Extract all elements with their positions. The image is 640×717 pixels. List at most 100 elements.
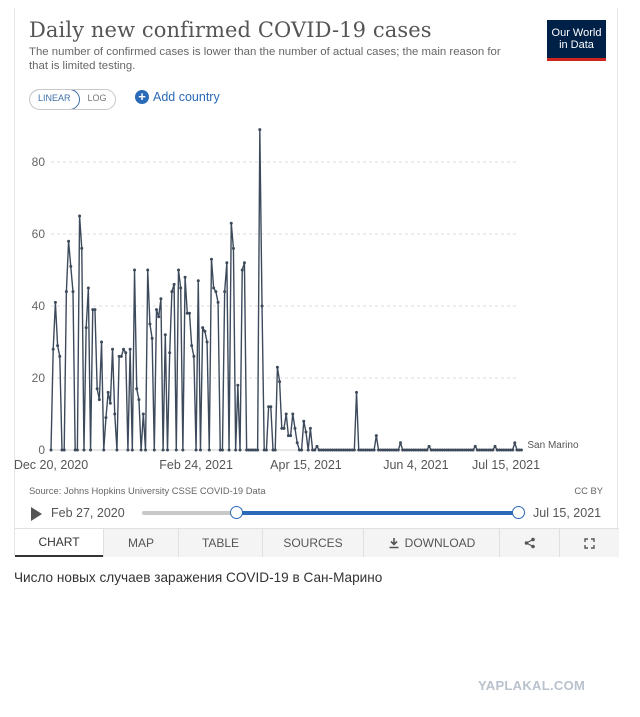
- data-point[interactable]: [89, 448, 93, 452]
- data-point[interactable]: [372, 448, 376, 452]
- data-point[interactable]: [388, 448, 392, 452]
- data-point[interactable]: [300, 448, 304, 452]
- data-point[interactable]: [144, 448, 148, 452]
- data-point[interactable]: [379, 448, 383, 452]
- data-point[interactable]: [506, 448, 510, 452]
- linear-scale-button[interactable]: LINEAR: [29, 90, 80, 109]
- data-point[interactable]: [170, 290, 174, 294]
- data-point[interactable]: [155, 308, 159, 312]
- data-point[interactable]: [451, 448, 455, 452]
- data-point[interactable]: [64, 290, 68, 294]
- data-point[interactable]: [313, 448, 317, 452]
- data-point[interactable]: [370, 448, 374, 452]
- data-point[interactable]: [49, 448, 53, 452]
- data-point[interactable]: [51, 347, 55, 351]
- data-point[interactable]: [469, 448, 473, 452]
- data-point[interactable]: [322, 448, 326, 452]
- data-point[interactable]: [75, 448, 79, 452]
- data-point[interactable]: [381, 448, 385, 452]
- data-point[interactable]: [106, 390, 110, 394]
- data-point[interactable]: [282, 426, 286, 430]
- data-point[interactable]: [286, 434, 290, 438]
- data-point[interactable]: [423, 448, 427, 452]
- data-point[interactable]: [511, 448, 515, 452]
- data-point[interactable]: [126, 448, 130, 452]
- data-point[interactable]: [247, 448, 251, 452]
- data-point[interactable]: [262, 448, 266, 452]
- data-point[interactable]: [374, 434, 378, 438]
- data-point[interactable]: [416, 448, 420, 452]
- data-point[interactable]: [229, 221, 233, 225]
- data-point[interactable]: [491, 448, 495, 452]
- data-point[interactable]: [480, 448, 484, 452]
- data-point[interactable]: [425, 448, 429, 452]
- data-point[interactable]: [172, 282, 176, 286]
- data-point[interactable]: [141, 412, 145, 416]
- data-point[interactable]: [407, 448, 411, 452]
- data-point[interactable]: [190, 344, 194, 348]
- data-point[interactable]: [269, 405, 273, 409]
- data-point[interactable]: [515, 448, 519, 452]
- data-point[interactable]: [449, 448, 453, 452]
- data-point[interactable]: [436, 448, 440, 452]
- data-point[interactable]: [442, 448, 446, 452]
- data-point[interactable]: [297, 448, 301, 452]
- data-point[interactable]: [335, 448, 339, 452]
- data-point[interactable]: [196, 279, 200, 283]
- data-point[interactable]: [291, 412, 295, 416]
- data-point[interactable]: [218, 448, 222, 452]
- data-point[interactable]: [344, 448, 348, 452]
- data-point[interactable]: [440, 448, 444, 452]
- data-point[interactable]: [93, 308, 97, 312]
- data-point[interactable]: [513, 441, 517, 445]
- data-point[interactable]: [152, 448, 156, 452]
- data-point[interactable]: [192, 354, 196, 358]
- data-point[interactable]: [207, 448, 211, 452]
- data-point[interactable]: [67, 239, 71, 243]
- data-point[interactable]: [403, 448, 407, 452]
- data-point[interactable]: [220, 448, 224, 452]
- data-point[interactable]: [69, 264, 73, 268]
- data-point[interactable]: [447, 448, 451, 452]
- data-point[interactable]: [302, 419, 306, 423]
- data-point[interactable]: [212, 286, 216, 290]
- data-point[interactable]: [460, 448, 464, 452]
- data-point[interactable]: [508, 448, 512, 452]
- data-point[interactable]: [475, 448, 479, 452]
- data-point[interactable]: [315, 444, 319, 448]
- data-point[interactable]: [392, 448, 396, 452]
- data-point[interactable]: [504, 448, 508, 452]
- data-point[interactable]: [326, 448, 330, 452]
- data-point[interactable]: [352, 448, 356, 452]
- data-point[interactable]: [179, 286, 183, 290]
- timeline-end-handle[interactable]: [512, 506, 525, 519]
- data-point[interactable]: [128, 347, 132, 351]
- data-point[interactable]: [203, 329, 207, 333]
- data-point[interactable]: [357, 448, 361, 452]
- data-point[interactable]: [462, 448, 466, 452]
- data-point[interactable]: [119, 354, 123, 358]
- add-country-button[interactable]: + Add country: [135, 90, 220, 104]
- data-point[interactable]: [445, 448, 449, 452]
- data-point[interactable]: [267, 405, 271, 409]
- data-point[interactable]: [330, 448, 334, 452]
- data-point[interactable]: [502, 448, 506, 452]
- data-point[interactable]: [205, 340, 209, 344]
- data-point[interactable]: [284, 412, 288, 416]
- data-point[interactable]: [238, 448, 242, 452]
- data-point[interactable]: [308, 426, 312, 430]
- data-point[interactable]: [148, 322, 152, 326]
- data-point[interactable]: [82, 448, 86, 452]
- data-point[interactable]: [420, 448, 424, 452]
- tab-download[interactable]: DOWNLOAD: [363, 529, 499, 557]
- data-point[interactable]: [493, 444, 497, 448]
- data-point[interactable]: [223, 290, 227, 294]
- data-point[interactable]: [100, 340, 104, 344]
- data-point[interactable]: [438, 448, 442, 452]
- log-scale-button[interactable]: LOG: [87, 93, 107, 103]
- timeline-track[interactable]: [142, 506, 525, 519]
- data-point[interactable]: [166, 448, 169, 452]
- data-point[interactable]: [201, 326, 205, 330]
- data-point[interactable]: [108, 401, 112, 405]
- data-point[interactable]: [500, 448, 504, 452]
